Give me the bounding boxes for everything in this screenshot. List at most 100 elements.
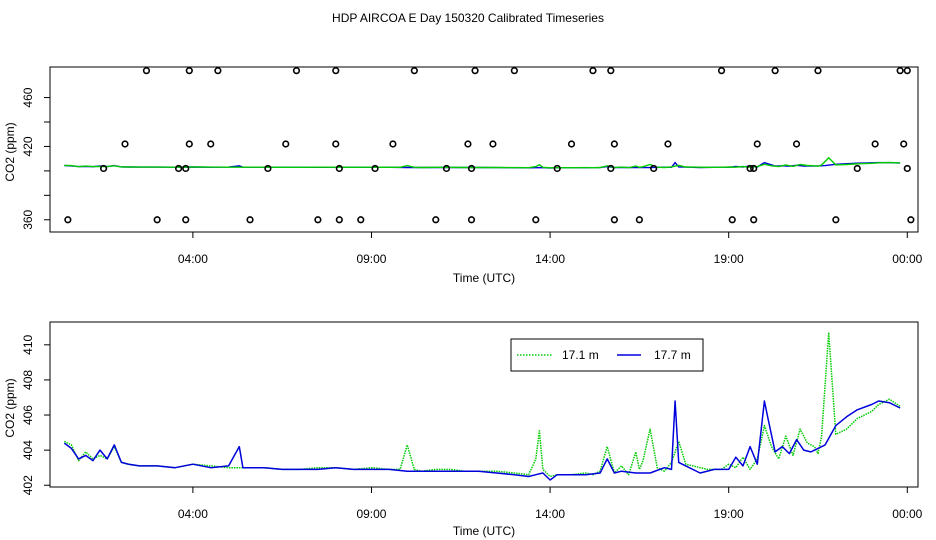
series-line-17-1m	[63, 331, 901, 478]
cal-point	[182, 164, 190, 173]
series-line-17-7m	[63, 400, 901, 481]
cal-point	[907, 216, 915, 224]
cal-point	[410, 67, 418, 75]
cal-point	[292, 67, 301, 75]
cal-point	[357, 216, 365, 224]
cal-point	[792, 140, 801, 148]
legend-label-blue: 17.7 m	[654, 348, 691, 362]
cal-point	[532, 216, 540, 224]
cal-point	[182, 216, 190, 224]
cal-point	[553, 164, 561, 173]
cal-point	[246, 216, 254, 224]
chart-title: HDP AIRCOA E Day 150320 Calibrated Times…	[332, 11, 604, 25]
cal-point	[332, 140, 340, 148]
top-trace-17-1m	[64, 156, 901, 169]
x-tick-label: 04:00	[178, 252, 208, 266]
cal-point	[142, 67, 151, 75]
legend-box	[510, 338, 704, 372]
cal-point	[332, 67, 340, 75]
x-tick-label: 14:00	[535, 507, 565, 521]
cal-point	[610, 216, 618, 224]
x-tick-label: 09:00	[356, 252, 386, 266]
panel-top: 04:00 09:00 14:00 19:00 00:00 360 420 460 Time…	[3, 66, 923, 285]
y-tick-label: 404	[21, 440, 35, 460]
cal-point	[471, 67, 479, 75]
plot-frame-top	[49, 66, 919, 233]
cal-point	[664, 140, 672, 148]
cal-point	[467, 164, 476, 173]
x-tick-label: 09:00	[356, 507, 386, 521]
x-tick-label: 14:00	[535, 252, 565, 266]
y-tick-label: 420	[21, 136, 35, 156]
legend-label-green: 17.1 m	[562, 348, 599, 362]
cal-point	[64, 216, 72, 224]
cal-point	[771, 67, 779, 75]
y-axis-label-bottom: CO2 (ppm)	[3, 378, 17, 437]
cal-point	[467, 216, 476, 224]
x-axis-top: 04:00 09:00 14:00 19:00 00:00	[178, 232, 923, 266]
cal-point	[750, 164, 758, 173]
cal-point	[896, 67, 904, 75]
cal-point	[121, 140, 129, 148]
cal-point	[650, 164, 658, 173]
x-axis-label-top: Time (UTC)	[453, 271, 515, 285]
cal-point	[464, 140, 472, 148]
cal-point	[214, 67, 222, 75]
y-axis-label-top: CO2 (ppm)	[3, 122, 17, 181]
cal-point	[853, 164, 861, 173]
cal-point	[207, 140, 215, 148]
y-axis-bottom: 402 404 406 408 410	[21, 334, 50, 495]
cal-point	[174, 164, 183, 173]
cal-point	[635, 216, 643, 224]
cal-point	[728, 216, 736, 224]
lines-bottom	[63, 331, 901, 481]
cal-point	[371, 164, 379, 173]
cal-point	[99, 164, 108, 173]
cal-point	[567, 140, 576, 148]
cal-point	[832, 216, 840, 224]
cal-point	[903, 164, 911, 173]
cal-point	[717, 67, 726, 75]
x-tick-label: 00:00	[892, 252, 922, 266]
cal-point	[753, 140, 761, 148]
cal-point	[900, 140, 908, 148]
x-tick-label: 19:00	[714, 252, 744, 266]
y-axis-top: 360 420 460	[21, 87, 50, 230]
cal-point	[335, 164, 343, 173]
cal-point	[442, 164, 451, 173]
legend: 17.1 m 17.7 m	[510, 338, 704, 372]
cal-point	[153, 216, 161, 224]
plot-frame-bottom	[49, 321, 919, 488]
x-tick-label: 04:00	[178, 507, 208, 521]
y-tick-label: 408	[21, 370, 35, 390]
x-tick-label: 19:00	[714, 507, 744, 521]
cal-point	[607, 164, 615, 173]
cal-point	[510, 67, 518, 75]
cal-point	[607, 67, 615, 75]
x-axis-label-bottom: Time (UTC)	[453, 524, 515, 538]
cal-point	[814, 67, 822, 75]
cal-point	[746, 164, 754, 173]
y-tick-label: 460	[21, 87, 35, 107]
cal-point	[903, 67, 911, 75]
cal-point	[314, 216, 322, 224]
y-tick-label: 360	[21, 209, 35, 229]
points-top	[64, 67, 915, 224]
y-tick-label: 410	[21, 334, 35, 354]
cal-point	[489, 140, 497, 148]
cal-point	[185, 67, 193, 75]
cal-point	[264, 164, 272, 173]
cal-point	[871, 140, 879, 148]
y-tick-label: 406	[21, 405, 35, 425]
y-tick-label: 402	[21, 475, 35, 495]
cal-point	[185, 140, 193, 148]
x-axis-bottom: 04:00 09:00 14:00 19:00 00:00	[178, 487, 923, 521]
cal-point	[589, 67, 597, 75]
cal-point	[610, 140, 618, 148]
cal-point	[335, 216, 343, 224]
cal-point	[389, 140, 397, 148]
x-tick-label: 00:00	[892, 507, 922, 521]
cal-point	[282, 140, 290, 148]
panel-bottom: 04:00 09:00 14:00 19:00 00:00 402 404 406 408 41…	[3, 321, 923, 538]
